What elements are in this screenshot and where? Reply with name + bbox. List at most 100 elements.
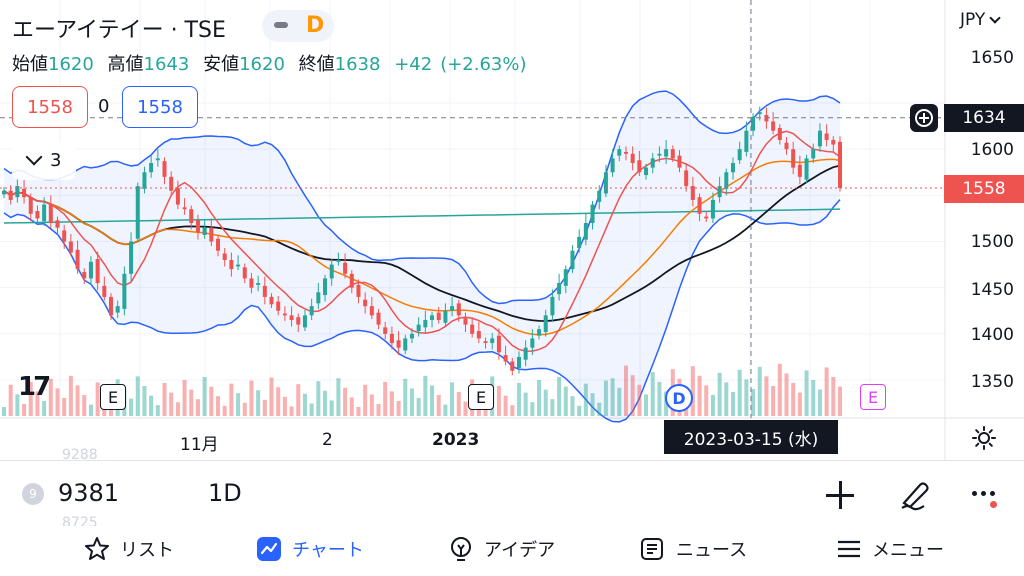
earnings-event-icon[interactable]: E xyxy=(860,384,886,410)
volume-bar xyxy=(597,402,602,416)
bollinger-lower xyxy=(3,199,841,423)
volume-bar xyxy=(349,397,354,416)
bollinger-fill xyxy=(4,91,840,422)
candle-body xyxy=(543,315,548,332)
candle-body xyxy=(430,315,435,320)
candle-body xyxy=(603,172,608,194)
open-label: 始値 xyxy=(12,54,48,75)
volume-bar xyxy=(456,392,461,416)
interval-badge: D xyxy=(306,13,325,38)
candle-body xyxy=(95,259,100,284)
candle-body xyxy=(182,207,187,210)
candle-body xyxy=(262,285,267,297)
volume-bar xyxy=(791,383,796,416)
sun-icon[interactable] xyxy=(972,426,996,450)
volume-bar xyxy=(262,399,267,416)
symbol-code[interactable]: 9381 xyxy=(58,479,120,507)
volume-bar xyxy=(630,375,635,416)
earnings-event-icon[interactable]: E xyxy=(100,384,126,410)
candle-body xyxy=(537,329,542,336)
dividend-event-icon[interactable]: D xyxy=(665,384,693,412)
candle-body xyxy=(109,296,114,316)
volume-bar xyxy=(423,375,428,416)
currency-selector[interactable]: JPY xyxy=(960,10,1001,30)
nav-label: チャート xyxy=(292,540,364,561)
candle-body xyxy=(42,204,47,222)
interval-pill[interactable]: D xyxy=(262,10,334,42)
nav-list[interactable]: リスト xyxy=(84,536,174,562)
candle-body xyxy=(710,199,715,219)
volume-bar xyxy=(657,381,662,416)
sell-button[interactable]: 1558 xyxy=(12,86,88,128)
volume-bar xyxy=(724,382,729,416)
volume-bar xyxy=(503,395,508,416)
candle-body xyxy=(650,158,655,168)
nav-label: アイデア xyxy=(484,540,556,561)
candle-body xyxy=(637,160,642,173)
volume-bar xyxy=(396,401,401,416)
candle-body xyxy=(389,333,394,344)
candle-body xyxy=(490,338,495,344)
ghost-symbol: 9288 xyxy=(62,447,98,463)
volume-bar xyxy=(811,380,816,416)
volume-bar xyxy=(617,387,622,416)
symbol-toolbar: 9288 9 9381 8725 1D xyxy=(0,447,1024,531)
nav-chart[interactable]: チャート xyxy=(256,536,364,562)
candle-body xyxy=(396,340,401,348)
candle-body xyxy=(409,333,414,339)
crosshair-price-badge: 1634 xyxy=(944,104,1024,132)
star-icon xyxy=(85,537,109,560)
volume-bar xyxy=(389,391,394,416)
candle-body xyxy=(195,220,200,233)
add-icon[interactable] xyxy=(826,481,854,509)
volume-bar xyxy=(1,407,7,416)
volume-bar xyxy=(269,377,274,416)
volume-bar xyxy=(256,390,261,416)
menu-icon xyxy=(838,540,860,558)
volume-bar xyxy=(369,394,374,416)
candle-body xyxy=(403,338,408,351)
add-alert-icon[interactable] xyxy=(910,104,938,132)
indicators-toggle[interactable]: 3 xyxy=(12,140,76,180)
nav-menu[interactable]: メニュー xyxy=(836,536,944,562)
nav-news[interactable]: ニュース xyxy=(640,536,747,562)
buy-button[interactable]: 1558 xyxy=(122,86,198,128)
volume-bar xyxy=(55,388,60,416)
volume-bar xyxy=(155,405,160,416)
volume-bar xyxy=(690,366,695,416)
volume-bar xyxy=(550,399,555,416)
candle-body xyxy=(730,163,735,173)
candle-body xyxy=(62,230,67,242)
volume-bar xyxy=(216,396,221,416)
ma-short-line xyxy=(3,130,841,352)
candle-body xyxy=(309,306,314,316)
candle-body xyxy=(75,249,80,270)
volume-bar xyxy=(48,378,53,416)
volume-bar xyxy=(135,376,140,416)
volume-bar xyxy=(463,401,468,416)
volume-bar xyxy=(289,406,294,416)
price-chart[interactable] xyxy=(0,0,1024,460)
volume-bar xyxy=(570,396,575,416)
chart-area[interactable]: エーアイテイー · TSE D 始値1620 高値1643 安値1620 終値1… xyxy=(0,0,1024,460)
candle-body xyxy=(48,204,53,224)
volume-bar xyxy=(650,372,655,416)
drawing-pen-icon[interactable] xyxy=(898,477,932,511)
candle-body xyxy=(630,153,635,164)
candle-body xyxy=(483,341,488,344)
candle-body xyxy=(550,296,555,316)
volume-bar xyxy=(409,388,414,416)
candle-body xyxy=(82,271,87,279)
volume-bar xyxy=(95,382,100,416)
candle-body xyxy=(530,338,535,348)
nav-ideas[interactable]: アイデア xyxy=(448,536,555,562)
interval-button[interactable]: 1D xyxy=(208,479,242,507)
earnings-event-icon[interactable]: E xyxy=(468,384,494,410)
symbol-title[interactable]: エーアイテイー · TSE xyxy=(12,18,226,43)
volume-bar xyxy=(603,380,608,416)
more-options-icon[interactable] xyxy=(972,491,1004,508)
volume-bar xyxy=(343,387,348,416)
watchlist-index: 9 xyxy=(22,483,44,505)
volume-bar xyxy=(744,379,749,416)
candle-body xyxy=(416,324,421,332)
